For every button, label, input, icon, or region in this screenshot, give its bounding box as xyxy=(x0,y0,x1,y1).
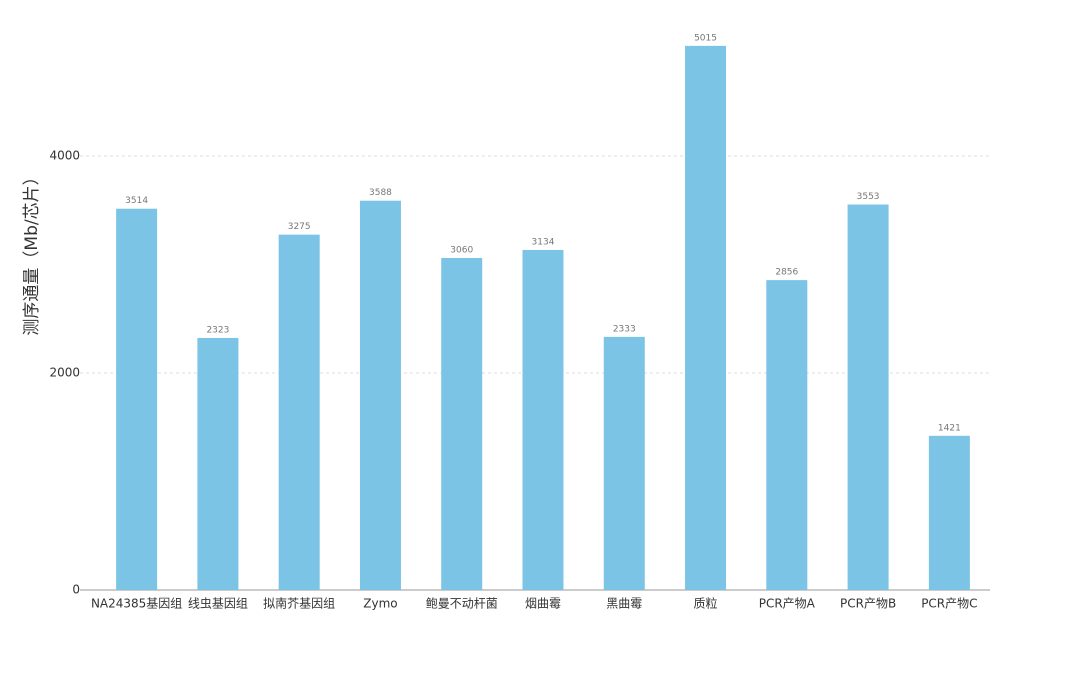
value-label: 2856 xyxy=(775,268,798,278)
x-tick-label: PCR产物C xyxy=(921,597,977,611)
bar xyxy=(766,280,808,590)
bar xyxy=(603,336,645,590)
value-label: 2323 xyxy=(206,325,229,335)
x-tick-label: 拟南芥基因组 xyxy=(263,596,335,611)
value-label: 3134 xyxy=(532,237,555,247)
bar xyxy=(197,337,239,590)
y-tick-label: 4000 xyxy=(49,149,80,163)
bar xyxy=(441,257,483,590)
bar xyxy=(928,435,970,590)
x-tick-label: NA24385基因组 xyxy=(91,597,182,611)
x-tick-label: PCR产物A xyxy=(759,597,816,611)
value-label: 3275 xyxy=(288,222,311,232)
value-label: 3588 xyxy=(369,188,392,198)
value-label: 2333 xyxy=(613,324,636,334)
bar xyxy=(116,208,158,590)
x-tick-label: PCR产物B xyxy=(840,597,896,611)
bar xyxy=(847,204,889,590)
bar xyxy=(685,45,727,591)
bar xyxy=(278,234,320,590)
x-tick-label: 质粒 xyxy=(694,596,718,611)
bar xyxy=(359,200,401,590)
value-label: 5015 xyxy=(694,33,717,43)
y-axis-label: 测序通量（Mb/芯片） xyxy=(22,168,42,335)
value-label: 3553 xyxy=(857,192,880,202)
x-tick-label: 黑曲霉 xyxy=(606,597,642,611)
value-label: 3060 xyxy=(450,245,473,255)
y-tick-label: 0 xyxy=(72,583,80,597)
value-label: 1421 xyxy=(938,423,961,433)
value-label: 3514 xyxy=(125,196,148,206)
x-tick-label: Zymo xyxy=(363,597,397,611)
x-tick-label: 烟曲霉 xyxy=(525,597,561,611)
x-tick-label: 鲍曼不动杆菌 xyxy=(426,597,498,611)
bar xyxy=(522,249,564,590)
x-tick-label: 线虫基因组 xyxy=(188,597,248,611)
y-tick-label: 2000 xyxy=(49,366,80,380)
